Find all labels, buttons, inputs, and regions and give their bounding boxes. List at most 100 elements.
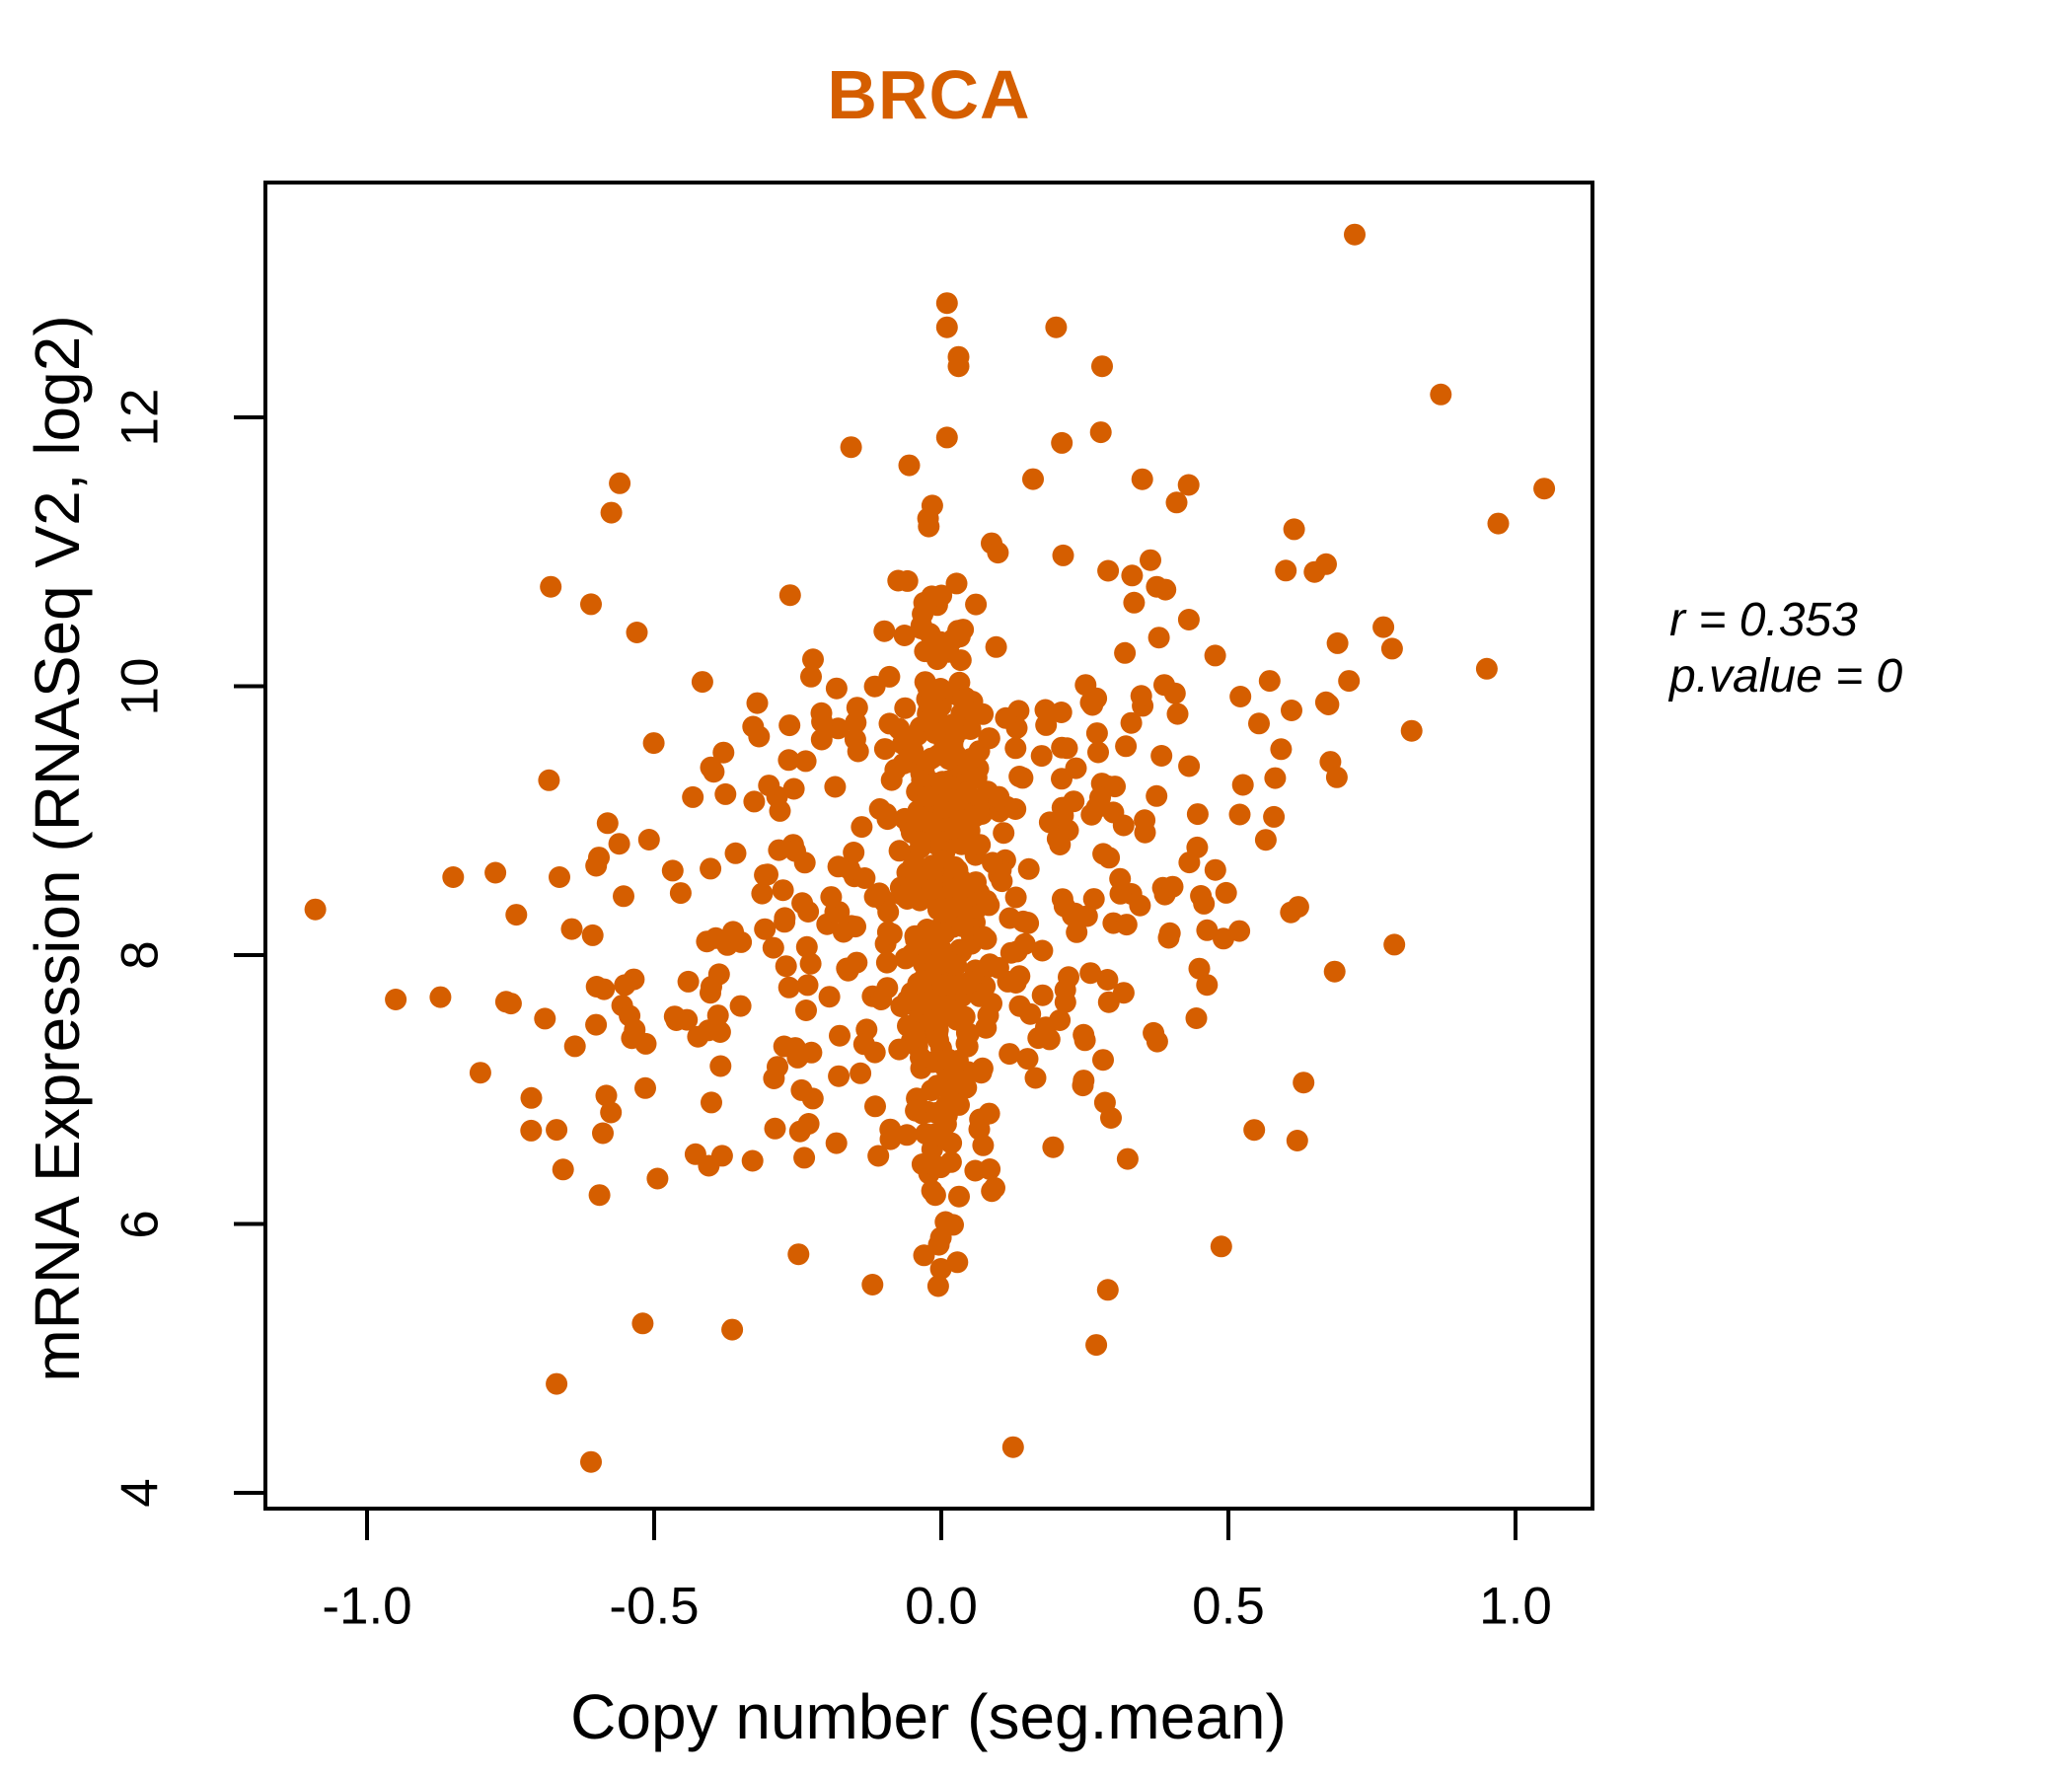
data-point (1314, 691, 1337, 713)
data-point (828, 1065, 851, 1087)
x-tick-label: 1.0 (1479, 1577, 1552, 1636)
data-point (1215, 881, 1237, 904)
data-point (580, 1450, 602, 1473)
data-point (1109, 867, 1132, 890)
data-point (1052, 804, 1074, 827)
data-point (1085, 722, 1108, 745)
data-point (494, 991, 517, 1013)
data-point (934, 1113, 957, 1136)
data-point (1096, 1279, 1119, 1301)
data-point (914, 970, 936, 993)
data-point (1158, 922, 1181, 944)
data-point (1134, 809, 1156, 832)
data-point (935, 292, 958, 315)
data-point (921, 1179, 943, 1202)
data-point (600, 1101, 623, 1124)
data-point (982, 851, 1003, 874)
data-point (846, 951, 868, 974)
data-point (646, 1167, 669, 1190)
data-point (1115, 735, 1138, 758)
data-point (944, 743, 967, 766)
data-point (827, 855, 850, 878)
data-point (933, 922, 956, 944)
data-point (913, 1244, 935, 1267)
data-point (758, 775, 780, 797)
data-point (1116, 1147, 1139, 1170)
data-point (754, 918, 777, 940)
data-point (943, 999, 966, 1022)
data-point (925, 1008, 948, 1031)
data-point (1005, 940, 1028, 963)
data-point (1178, 755, 1201, 777)
data-point (696, 930, 718, 953)
data-point (1024, 1067, 1047, 1089)
data-point (1082, 888, 1105, 911)
data-point (910, 1046, 931, 1069)
data-point (1196, 919, 1219, 941)
data-point (921, 585, 943, 608)
data-point (1372, 616, 1395, 638)
data-point (851, 816, 873, 839)
data-point (863, 885, 886, 908)
data-point (701, 976, 722, 998)
data-point (1035, 713, 1058, 736)
x-tick-label: 0.0 (905, 1577, 978, 1636)
data-point (1338, 670, 1361, 693)
data-point (1080, 803, 1103, 826)
data-point (957, 823, 979, 846)
data-point (563, 1035, 586, 1058)
stats-annotation: r = 0.353 p.value = 0 (1669, 592, 1902, 704)
data-point (1058, 966, 1079, 989)
data-point (609, 472, 631, 494)
data-point (956, 781, 979, 804)
data-point (1303, 560, 1326, 583)
data-point (1066, 921, 1088, 943)
data-point (884, 759, 907, 781)
data-point (949, 974, 972, 997)
data-point (1275, 559, 1297, 582)
data-point (1383, 933, 1406, 956)
data-point (797, 901, 820, 923)
data-point (1264, 767, 1287, 789)
data-point (911, 1153, 933, 1175)
data-point (947, 355, 970, 378)
data-point (1129, 894, 1151, 917)
data-point (917, 709, 939, 732)
data-point (948, 1185, 970, 1208)
data-point (799, 952, 822, 975)
data-point (1188, 957, 1211, 980)
data-point (721, 1318, 744, 1341)
data-point (1161, 875, 1184, 898)
data-point (1030, 745, 1053, 768)
data-point (1153, 674, 1175, 697)
data-point (787, 1243, 810, 1266)
data-point (794, 750, 817, 773)
data-point (1004, 886, 1027, 909)
data-point (793, 851, 816, 874)
data-point (703, 761, 725, 783)
data-point (929, 1258, 952, 1280)
data-point (560, 918, 583, 940)
data-point (1038, 1028, 1061, 1051)
data-point (1052, 544, 1074, 566)
data-point (952, 619, 975, 641)
data-point (796, 974, 819, 997)
data-point (1065, 757, 1087, 779)
data-point (709, 1055, 732, 1077)
data-point (987, 542, 1009, 564)
data-point (945, 572, 968, 595)
data-point (1229, 686, 1252, 707)
data-point (777, 749, 800, 772)
data-point (1046, 828, 1069, 851)
data-point (714, 782, 737, 805)
y-tick-label: 6 (111, 1209, 170, 1239)
data-point (741, 1149, 764, 1172)
data-point (1091, 355, 1113, 378)
data-point (1115, 914, 1138, 936)
x-axis-title: Copy number (seg.mean) (570, 1681, 1287, 1752)
data-point (840, 436, 862, 459)
data-point (896, 989, 919, 1011)
data-point (484, 861, 507, 884)
data-point (600, 501, 623, 524)
data-point (592, 1122, 614, 1145)
